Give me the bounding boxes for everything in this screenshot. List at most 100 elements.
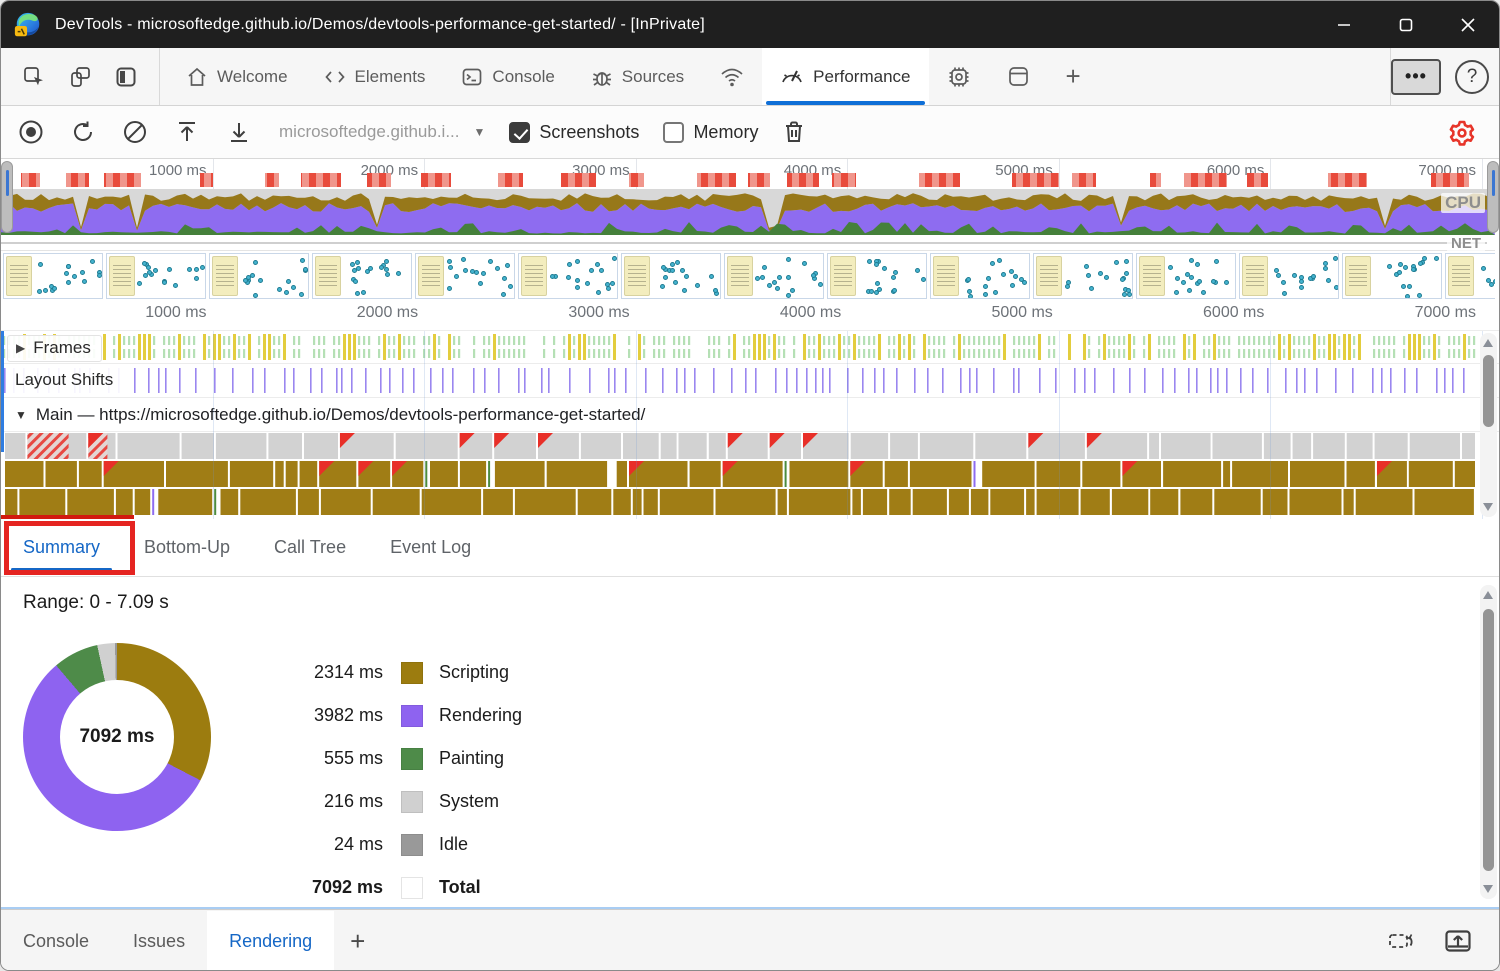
filmstrip-screenshot[interactable] [1136,253,1236,299]
range-label: Range: 0 - 7.09 s [23,592,169,613]
layout-shifts-track[interactable]: Layout Shifts [1,364,1499,398]
collapsed-disclosure-icon[interactable]: ▶ [16,341,26,355]
filmstrip-screenshot[interactable] [3,253,103,299]
maximize-button[interactable] [1375,1,1437,48]
summary-scrollbar[interactable] [1480,585,1497,899]
devtools-main-toolbar: Welcome Elements Console Sources Perform… [1,48,1499,106]
scroll-down-arrow[interactable] [1483,885,1493,893]
main-track-accent-bar [1,331,4,452]
filmstrip-screenshot[interactable] [827,253,927,299]
filmstrip-screenshot[interactable] [106,253,206,299]
tab-call-tree[interactable]: Call Tree [274,537,347,557]
device-emulation-button[interactable] [57,55,103,99]
edge-devtools-logo-icon [14,12,40,36]
console-icon [463,68,482,85]
filmstrip-screenshot[interactable] [1445,253,1495,299]
activity-legend: 2314 ms Scripting 3982 ms Rendering 555 ms Pa… [241,651,522,909]
legend-swatch-idle [401,833,423,856]
legend-value: 216 ms [323,791,383,811]
record-button[interactable] [9,112,53,152]
tab-welcome[interactable]: Welcome [168,48,306,105]
inspect-element-button[interactable] [11,55,57,99]
tab-application[interactable] [989,48,1048,105]
filmstrip-screenshot[interactable] [1342,253,1442,299]
network-activity-strip[interactable] [1,235,1495,251]
tab-sources[interactable]: Sources [573,48,702,105]
tab-network-conditions[interactable] [702,48,762,105]
screenshots-toggle[interactable]: Screenshots [509,121,639,143]
legend-row-idle: 24 ms Idle [241,823,522,866]
memory-toggle[interactable]: Memory [663,121,758,143]
memory-checkbox[interactable] [663,121,685,143]
title-bar: DevTools - microsoftedge.github.io/Demos… [1,1,1499,48]
screenshots-checkbox[interactable] [509,121,531,143]
screenshots-filmstrip[interactable] [3,253,1495,299]
drawer-tab-issues[interactable]: Issues [133,930,186,951]
main-thread-track-header[interactable]: ▼ Main — https://microsoftedge.github.io… [1,398,1499,432]
scroll-thumb[interactable] [1483,355,1494,427]
history-selector[interactable]: microsoftedge.github.i... ▼ [279,122,486,141]
detail-tabs-bar: Summary Bottom-Up Call Tree Event Log [1,519,1499,577]
legend-row-system: 216 ms System [241,780,522,823]
capture-settings-button[interactable] [1447,118,1477,153]
filmstrip-screenshot[interactable] [1239,253,1339,299]
clear-button[interactable] [113,112,157,152]
tab-event-log[interactable]: Event Log [390,537,472,557]
legend-value: 555 ms [323,748,383,768]
minimize-button[interactable] [1313,1,1375,48]
scroll-down-arrow[interactable] [1483,503,1493,511]
summary-panel: Range: 0 - 7.09 s 7092 ms 2314 ms Scripti… [1,577,1499,907]
record-and-reload-button[interactable] [61,112,105,152]
export-button[interactable] [1443,928,1473,954]
tab-summary[interactable]: Summary [1,519,122,576]
scroll-up-arrow[interactable] [1483,339,1493,347]
filmstrip-screenshot[interactable] [1033,253,1133,299]
tab-elements[interactable]: Elements [306,48,444,105]
frames-track[interactable]: ▶ Frames [1,331,1499,364]
timeline-overview[interactable]: 1000 ms 2000 ms 3000 ms 4000 ms 5000 ms 6000 … [1,159,1499,299]
load-profile-button[interactable] [165,112,209,152]
track-time-ruler[interactable]: 1000 ms 2000 ms 3000 ms 4000 ms 5000 ms 6000 … [1,299,1499,331]
expanded-disclosure-icon[interactable]: ▼ [15,407,27,422]
tab-bottom-up[interactable]: Bottom-Up [144,537,231,557]
close-button[interactable] [1437,1,1499,48]
add-drawer-tab-button[interactable]: + [334,926,381,957]
help-button[interactable]: ? [1455,59,1489,94]
dock-side-button[interactable] [103,55,149,99]
drawer-tab-console[interactable]: Console [23,930,90,951]
legend-swatch-painting [401,747,423,770]
scroll-up-arrow[interactable] [1483,591,1493,599]
window-title: DevTools - microsoftedge.github.io/Demos… [55,15,705,33]
active-tab-underline [766,101,925,105]
filmstrip-screenshot[interactable] [209,253,309,299]
save-profile-button[interactable] [217,112,261,152]
legend-label: System [439,791,500,811]
filmstrip-screenshot[interactable] [518,253,618,299]
filmstrip-screenshot[interactable] [930,253,1030,299]
legend-swatch-system [401,790,423,813]
cpu-activity-chart[interactable] [1,189,1495,235]
garbage-collect-button[interactable] [772,112,816,152]
overview-right-handle[interactable] [1487,161,1499,233]
reload-frame-button[interactable] [1387,928,1417,954]
add-panel-button[interactable]: + [1048,48,1099,105]
tracks-scrollbar[interactable] [1480,333,1497,517]
legend-value: 2314 ms [313,662,383,682]
main-thread-flame-chart[interactable] [1,432,1499,519]
filmstrip-screenshot[interactable] [415,253,515,299]
scroll-thumb[interactable] [1483,609,1494,871]
tab-console[interactable]: Console [443,48,572,105]
overview-left-handle[interactable] [1,161,13,233]
filmstrip-screenshot[interactable] [621,253,721,299]
more-options-button[interactable]: ••• [1391,58,1441,95]
filmstrip-screenshot[interactable] [312,253,412,299]
time-tick-label: 3000 ms [568,304,630,321]
filmstrip-screenshot[interactable] [724,253,824,299]
panel-divider [1,907,1499,909]
timeline-tracks: ▶ Frames Layout Shifts ▼ Main — https://… [1,331,1499,519]
tab-memory[interactable] [929,48,989,105]
tab-performance[interactable]: Performance [762,48,929,105]
legend-row-rendering: 3982 ms Rendering [241,694,522,737]
drawer-tab-rendering[interactable]: Rendering [207,910,335,970]
time-tick-label: 1000 ms [145,304,207,321]
